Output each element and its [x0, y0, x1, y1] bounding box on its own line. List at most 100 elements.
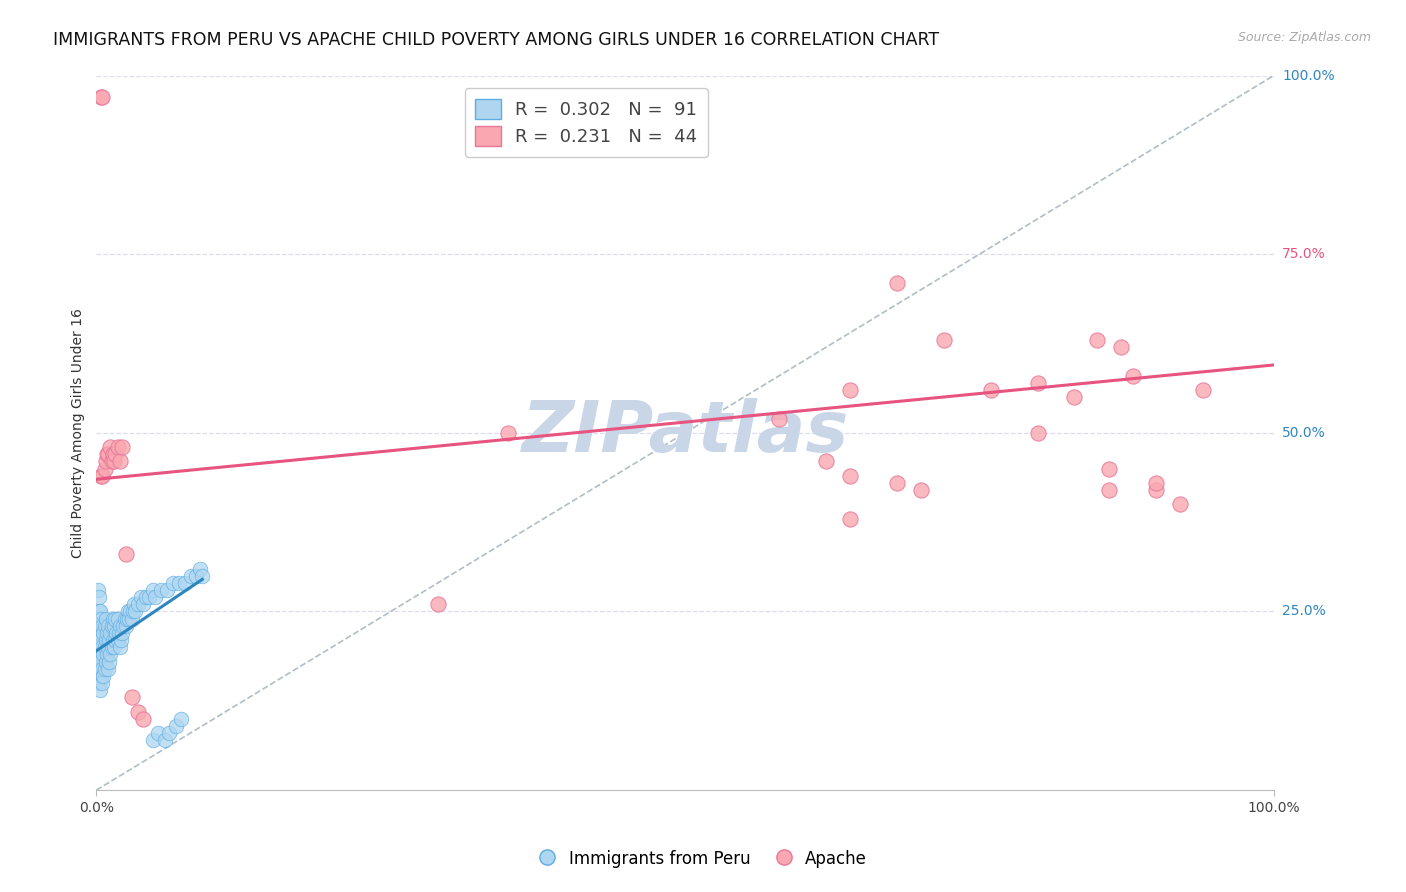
Y-axis label: Child Poverty Among Girls Under 16: Child Poverty Among Girls Under 16 — [72, 308, 86, 558]
Point — [91, 662, 114, 676]
Point — [96, 648, 118, 662]
Point — [90, 633, 112, 648]
Point — [886, 276, 908, 290]
Point — [90, 90, 112, 104]
Point — [838, 468, 860, 483]
Point — [100, 648, 122, 662]
Point — [142, 582, 165, 597]
Point — [86, 640, 108, 655]
Point — [93, 669, 115, 683]
Point — [932, 333, 955, 347]
Point — [1144, 483, 1167, 497]
Point — [91, 640, 114, 655]
Point — [153, 733, 176, 747]
Point — [162, 575, 184, 590]
Point — [101, 633, 124, 648]
Point — [107, 626, 129, 640]
Point — [87, 605, 110, 619]
Point — [90, 468, 112, 483]
Point — [93, 662, 115, 676]
Point — [1121, 368, 1143, 383]
Point — [94, 655, 117, 669]
Point — [87, 676, 110, 690]
Point — [138, 591, 160, 605]
Point — [186, 568, 208, 582]
Point — [191, 568, 214, 582]
Point — [94, 612, 117, 626]
Legend: Immigrants from Peru, Apache: Immigrants from Peru, Apache — [531, 843, 875, 875]
Point — [121, 690, 143, 705]
Point — [107, 612, 129, 626]
Point — [886, 475, 908, 490]
Point — [87, 619, 110, 633]
Point — [426, 598, 449, 612]
Point — [156, 582, 179, 597]
Point — [157, 726, 180, 740]
Point — [1085, 333, 1108, 347]
Point — [135, 591, 157, 605]
Point — [86, 626, 108, 640]
Point — [1026, 425, 1049, 440]
Point — [87, 640, 110, 655]
Point — [104, 447, 127, 461]
Point — [121, 605, 143, 619]
Point — [98, 633, 121, 648]
Point — [1144, 475, 1167, 490]
Point — [90, 655, 112, 669]
Legend: R =  0.302   N =  91, R =  0.231   N =  44: R = 0.302 N = 91, R = 0.231 N = 44 — [464, 88, 709, 157]
Text: 25.0%: 25.0% — [1282, 605, 1326, 618]
Point — [101, 447, 124, 461]
Point — [1098, 461, 1121, 475]
Point — [96, 626, 118, 640]
Point — [87, 591, 110, 605]
Point — [93, 648, 115, 662]
Point — [838, 511, 860, 525]
Point — [121, 612, 143, 626]
Point — [180, 568, 202, 582]
Point — [101, 612, 124, 626]
Point — [100, 619, 122, 633]
Point — [97, 640, 120, 655]
Point — [1168, 497, 1191, 511]
Point — [1098, 483, 1121, 497]
Text: 50.0%: 50.0% — [1282, 425, 1326, 440]
Point — [97, 619, 120, 633]
Point — [111, 440, 134, 454]
Point — [100, 640, 122, 655]
Point — [838, 383, 860, 397]
Point — [111, 626, 134, 640]
Point — [173, 575, 195, 590]
Point — [91, 619, 114, 633]
Point — [96, 447, 118, 461]
Point — [100, 626, 122, 640]
Point — [980, 383, 1002, 397]
Point — [104, 633, 127, 648]
Point — [93, 640, 115, 655]
Point — [93, 626, 115, 640]
Point — [94, 454, 117, 468]
Point — [1063, 390, 1085, 404]
Text: 75.0%: 75.0% — [1282, 247, 1326, 261]
Point — [104, 612, 127, 626]
Point — [127, 598, 149, 612]
Point — [89, 605, 111, 619]
Point — [86, 612, 108, 626]
Point — [97, 447, 120, 461]
Point — [91, 90, 114, 104]
Point — [110, 633, 132, 648]
Point — [132, 712, 155, 726]
Point — [108, 640, 131, 655]
Point — [1109, 340, 1132, 354]
Point — [89, 683, 111, 698]
Point — [815, 454, 838, 468]
Point — [142, 733, 165, 747]
Point — [107, 440, 129, 454]
Point — [100, 440, 122, 454]
Text: ZIPatlas: ZIPatlas — [522, 399, 849, 467]
Point — [768, 411, 790, 425]
Point — [93, 619, 115, 633]
Point — [105, 626, 128, 640]
Point — [108, 454, 131, 468]
Point — [167, 575, 190, 590]
Point — [103, 619, 125, 633]
